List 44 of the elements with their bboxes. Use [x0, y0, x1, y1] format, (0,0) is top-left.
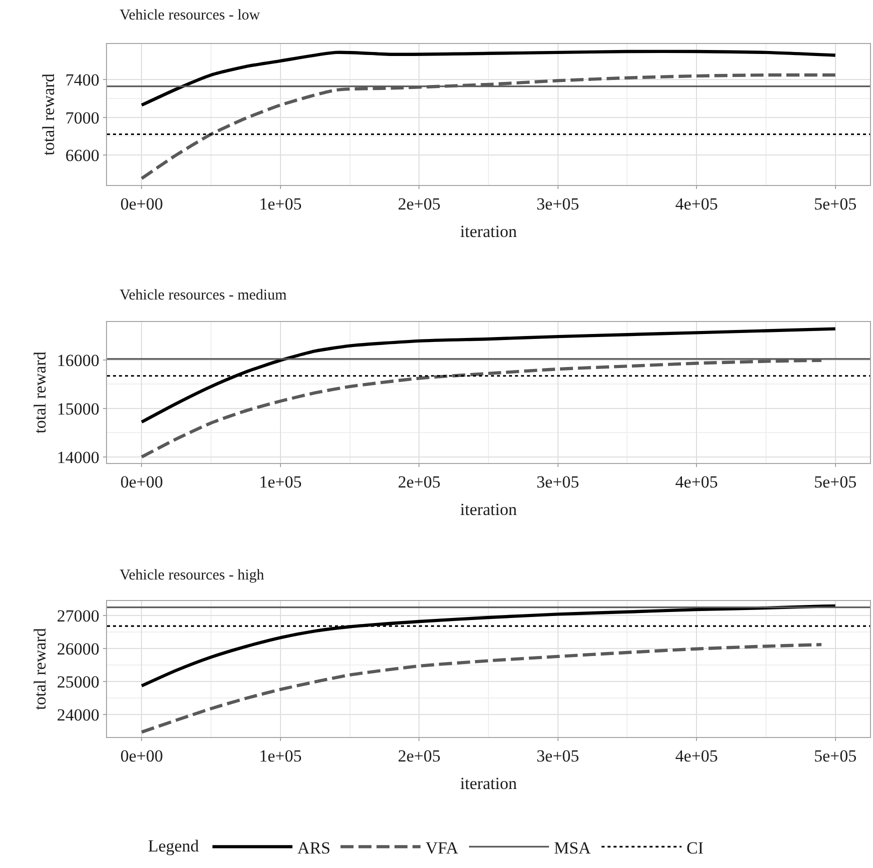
- y-tick-label: 25000: [56, 672, 100, 692]
- y-axis-title: total reward: [30, 628, 50, 710]
- legend-label: CI: [686, 838, 704, 858]
- y-tick-label: 15000: [56, 399, 100, 418]
- y-axis-title: total reward: [30, 351, 50, 434]
- x-axis-title: iteration: [460, 774, 518, 793]
- x-tick-label: 5e+05: [814, 746, 857, 766]
- x-tick-label: 1e+05: [259, 194, 302, 214]
- x-tick-label: 5e+05: [814, 194, 857, 214]
- x-tick-label: 3e+05: [536, 746, 580, 766]
- chart-title: Vehicle resources - medium: [120, 287, 287, 304]
- x-tick-label: 3e+05: [536, 194, 580, 214]
- chart-title: Vehicle resources - high: [120, 567, 265, 584]
- x-tick-label: 4e+05: [675, 194, 718, 214]
- x-axis-title: iteration: [460, 222, 518, 241]
- x-tick-label: 0e+00: [120, 472, 163, 492]
- legend-title: Legend: [148, 836, 200, 856]
- x-axis-title: iteration: [460, 500, 518, 519]
- x-tick-label: 1e+05: [259, 472, 302, 492]
- y-axis-title: total reward: [39, 73, 58, 156]
- line-series: [140, 50, 837, 107]
- x-tick-label: 0e+00: [120, 746, 163, 766]
- x-tick-label: 3e+05: [536, 472, 580, 492]
- y-tick-label: 26000: [56, 639, 100, 658]
- line-series: [140, 642, 824, 734]
- y-tick-label: 7400: [65, 70, 100, 90]
- y-tick-label: 7000: [65, 108, 100, 128]
- chart-title: Vehicle resources - low: [120, 7, 260, 24]
- y-tick-label: 27000: [56, 606, 100, 626]
- legend-label: MSA: [554, 838, 592, 858]
- legend-label: ARS: [297, 838, 331, 858]
- x-tick-label: 2e+05: [398, 194, 440, 214]
- y-tick-label: 16000: [56, 350, 100, 370]
- x-tick-label: 2e+05: [398, 746, 440, 766]
- y-tick-label: 14000: [56, 448, 100, 467]
- x-tick-label: 0e+00: [120, 194, 163, 214]
- x-tick-label: 2e+05: [398, 472, 440, 492]
- x-tick-label: 4e+05: [675, 746, 718, 766]
- x-tick-label: 1e+05: [259, 746, 302, 766]
- x-tick-label: 4e+05: [675, 472, 718, 492]
- y-tick-label: 6600: [65, 146, 100, 165]
- legend-label: VFA: [426, 838, 459, 858]
- y-tick-label: 24000: [56, 706, 100, 724]
- x-tick-label: 5e+05: [814, 472, 857, 492]
